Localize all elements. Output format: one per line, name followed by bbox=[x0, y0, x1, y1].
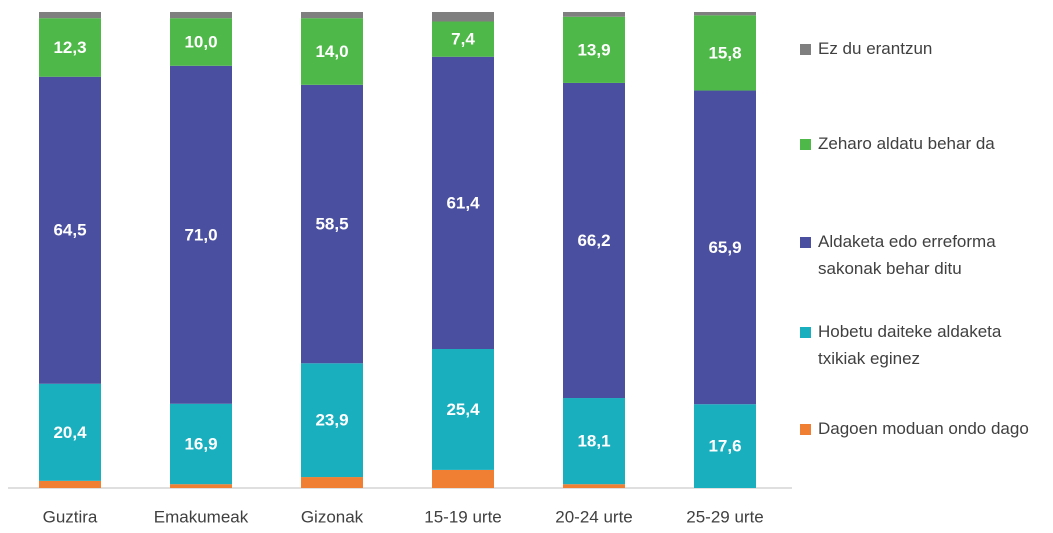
x-tick-label: 25-29 urte bbox=[686, 507, 764, 526]
bar-segment bbox=[170, 403, 232, 485]
bar-segment bbox=[563, 484, 625, 488]
data-label: 65,9 bbox=[708, 238, 741, 257]
bar-segment bbox=[301, 12, 363, 19]
bar-segment bbox=[39, 480, 101, 488]
legend-swatch bbox=[800, 424, 811, 435]
data-label: 71,0 bbox=[184, 225, 217, 244]
bar-segment bbox=[432, 469, 494, 488]
data-label: 15,8 bbox=[708, 43, 741, 62]
data-label: 20,4 bbox=[53, 423, 87, 442]
bar-segment bbox=[301, 363, 363, 478]
data-label: 25,4 bbox=[446, 400, 480, 419]
data-label: 16,9 bbox=[184, 434, 217, 453]
bar-segment bbox=[301, 477, 363, 488]
bar-segment bbox=[170, 65, 232, 404]
bar-segment bbox=[432, 21, 494, 57]
legend-swatch bbox=[800, 139, 811, 150]
bar-segment bbox=[39, 76, 101, 384]
data-label: 61,4 bbox=[446, 193, 480, 212]
legend-label: Zeharo aldatu behar da bbox=[818, 134, 995, 153]
bar-segment bbox=[563, 398, 625, 485]
x-tick-label: Gizonak bbox=[301, 507, 364, 526]
legend-label: Hobetu daiteke aldaketa txikiak eginez bbox=[818, 322, 1006, 368]
legend-label: Dagoen moduan ondo dago bbox=[818, 419, 1029, 438]
bar-segment bbox=[694, 15, 756, 91]
data-label: 66,2 bbox=[577, 231, 610, 250]
bar-segment bbox=[301, 18, 363, 85]
legend-swatch bbox=[800, 327, 811, 338]
data-label: 17,6 bbox=[708, 437, 741, 456]
data-label: 12,3 bbox=[53, 38, 86, 57]
x-tick-label: 15-19 urte bbox=[424, 507, 502, 526]
bar-segment bbox=[694, 90, 756, 405]
bar-segment bbox=[432, 349, 494, 470]
bar-segment bbox=[432, 56, 494, 350]
data-label: 14,0 bbox=[315, 42, 348, 61]
data-label: 13,9 bbox=[577, 40, 610, 59]
data-label: 58,5 bbox=[315, 215, 348, 234]
data-label: 7,4 bbox=[451, 30, 475, 49]
bar-segment bbox=[694, 404, 756, 488]
legend-label: Aldaketa edo erreforma sakonak behar dit… bbox=[818, 232, 1000, 278]
x-tick-label: Guztira bbox=[43, 507, 98, 526]
data-label: 64,5 bbox=[53, 221, 86, 240]
data-label: 23,9 bbox=[315, 411, 348, 430]
legend-label: Ez du erantzun bbox=[818, 39, 932, 58]
x-tick-label: Emakumeak bbox=[154, 507, 249, 526]
bar-segment bbox=[563, 16, 625, 83]
bar-segment bbox=[301, 84, 363, 364]
x-tick-label: 20-24 urte bbox=[555, 507, 633, 526]
legend-swatch bbox=[800, 237, 811, 248]
data-label: 10,0 bbox=[184, 32, 217, 51]
bar-segment bbox=[694, 12, 756, 16]
bar-segment bbox=[563, 12, 625, 17]
bar-segment bbox=[170, 12, 232, 19]
bar-segment bbox=[563, 82, 625, 399]
bar-segment bbox=[170, 484, 232, 488]
data-label: 18,1 bbox=[577, 432, 610, 451]
bar-segment bbox=[170, 18, 232, 66]
bar-segment bbox=[39, 383, 101, 481]
legend-swatch bbox=[800, 44, 811, 55]
bar-segment bbox=[39, 18, 101, 77]
bar-segment bbox=[432, 12, 494, 22]
bar-segment bbox=[39, 12, 101, 19]
